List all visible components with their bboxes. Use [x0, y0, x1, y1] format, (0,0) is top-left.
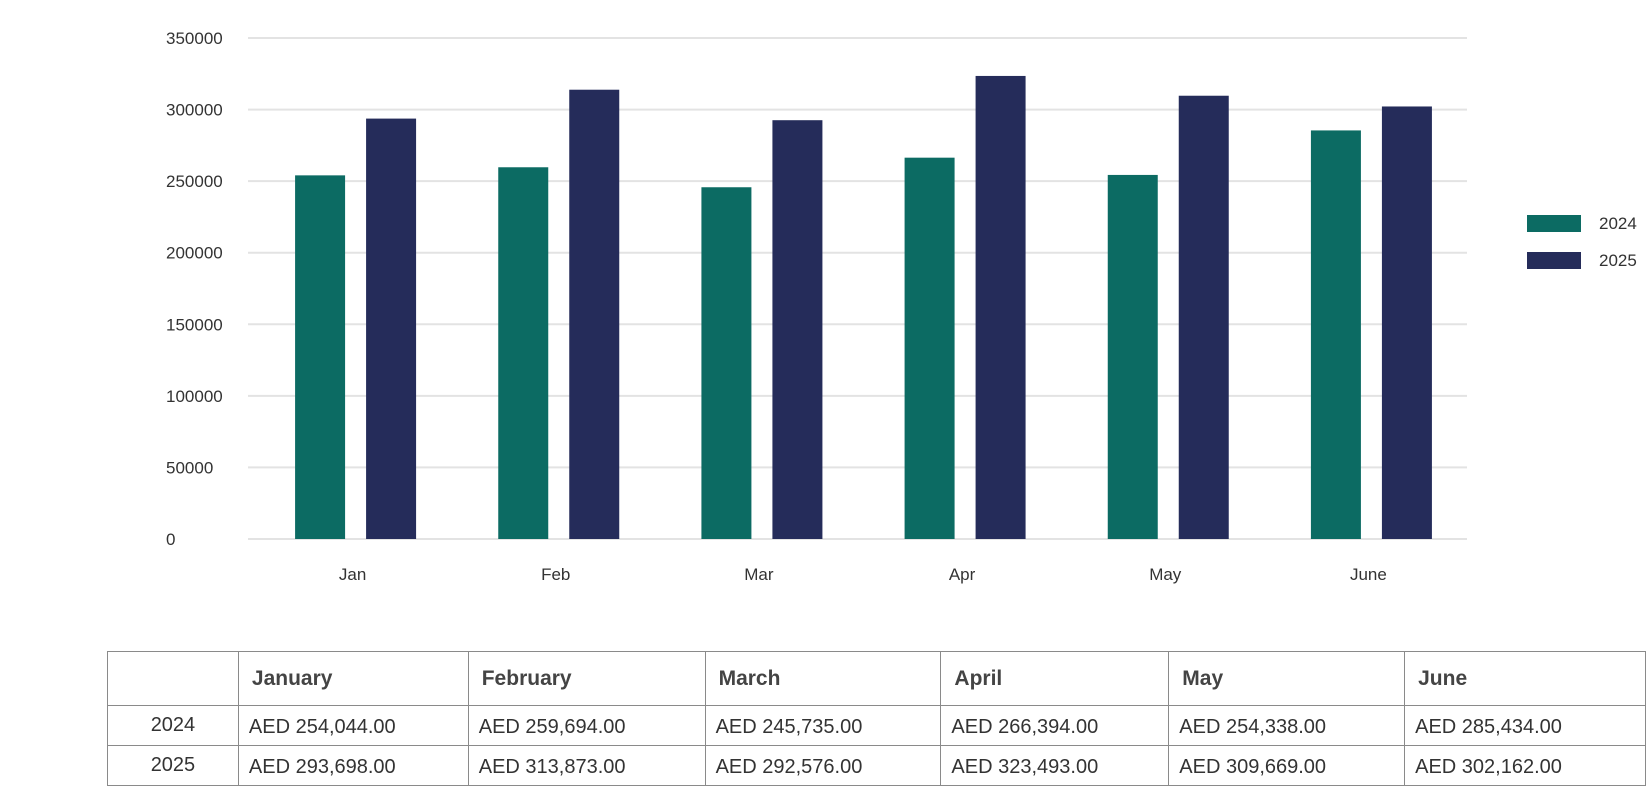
bar-layer	[295, 75, 1432, 540]
bar-2024	[1107, 174, 1158, 539]
row-year-label: 2024	[107, 705, 239, 746]
table-row: 2025 AED 293,698.00 AED 313,873.00 AED 2…	[107, 745, 1646, 786]
bar-2024	[701, 187, 752, 539]
bar-2025	[1381, 106, 1432, 539]
table-header-cell	[107, 651, 239, 706]
legend: 2024 2025	[1527, 214, 1637, 270]
x-tick-label: Feb	[541, 565, 570, 584]
table-cell: AED 266,394.00	[940, 705, 1170, 746]
bar-2025	[366, 118, 417, 540]
legend-swatch	[1527, 252, 1581, 269]
table-header-row: January February March April May June	[107, 651, 1646, 706]
x-tick-label: Jan	[339, 565, 366, 584]
y-axis-ticks: 0 50000 100000 150000 200000 250000 300000 3500…	[166, 29, 223, 549]
y-tick-label: 50000	[166, 458, 213, 477]
x-tick-label: June	[1350, 565, 1387, 584]
table-row: 2024 AED 254,044.00 AED 259,694.00 AED 2…	[107, 705, 1646, 746]
y-tick-label: 300000	[166, 101, 223, 120]
y-tick-label: 100000	[166, 387, 223, 406]
bar-2024	[904, 157, 955, 539]
bar-2025	[772, 120, 823, 539]
bar-2025	[1178, 95, 1229, 539]
data-table: January February March April May June 20…	[107, 651, 1646, 786]
table-header-cell: March	[704, 651, 942, 706]
bar-chart: 0 50000 100000 150000 200000 250000 300000 3500…	[166, 29, 1637, 584]
table-header-cell: June	[1404, 651, 1646, 706]
table-cell: AED 254,044.00	[237, 705, 469, 746]
bar-2024	[498, 167, 549, 539]
table-header-cell: April	[940, 651, 1170, 706]
table-header-cell: May	[1168, 651, 1406, 706]
table-cell: AED 313,873.00	[467, 745, 706, 786]
x-tick-label: May	[1149, 565, 1182, 584]
table-cell: AED 285,434.00	[1404, 705, 1646, 746]
y-tick-label: 0	[166, 530, 175, 549]
x-tick-label: Apr	[949, 565, 976, 584]
x-axis-ticks: Jan Feb Mar Apr May June	[339, 565, 1387, 584]
table-header-cell: February	[467, 651, 706, 706]
legend-label: 2025	[1599, 251, 1637, 270]
bar-2025	[569, 89, 620, 539]
table-header-cell: January	[237, 651, 469, 706]
table-cell: AED 245,735.00	[704, 705, 942, 746]
table-cell: AED 259,694.00	[467, 705, 706, 746]
x-tick-label: Mar	[744, 565, 774, 584]
y-tick-label: 200000	[166, 244, 223, 263]
legend-label: 2024	[1599, 214, 1637, 233]
y-tick-label: 150000	[166, 315, 223, 334]
y-tick-label: 250000	[166, 172, 223, 191]
grid-layer	[248, 37, 1467, 540]
bar-2024	[295, 175, 346, 539]
table-cell: AED 309,669.00	[1168, 745, 1406, 786]
y-tick-label: 350000	[166, 29, 223, 48]
table-cell: AED 254,338.00	[1168, 705, 1406, 746]
table-cell: AED 302,162.00	[1404, 745, 1646, 786]
bar-2024	[1310, 130, 1361, 539]
row-year-label: 2025	[107, 745, 239, 786]
table-cell: AED 292,576.00	[704, 745, 942, 786]
legend-swatch	[1527, 215, 1581, 232]
table-cell: AED 323,493.00	[940, 745, 1170, 786]
bar-2025	[975, 75, 1026, 540]
table-cell: AED 293,698.00	[237, 745, 469, 786]
